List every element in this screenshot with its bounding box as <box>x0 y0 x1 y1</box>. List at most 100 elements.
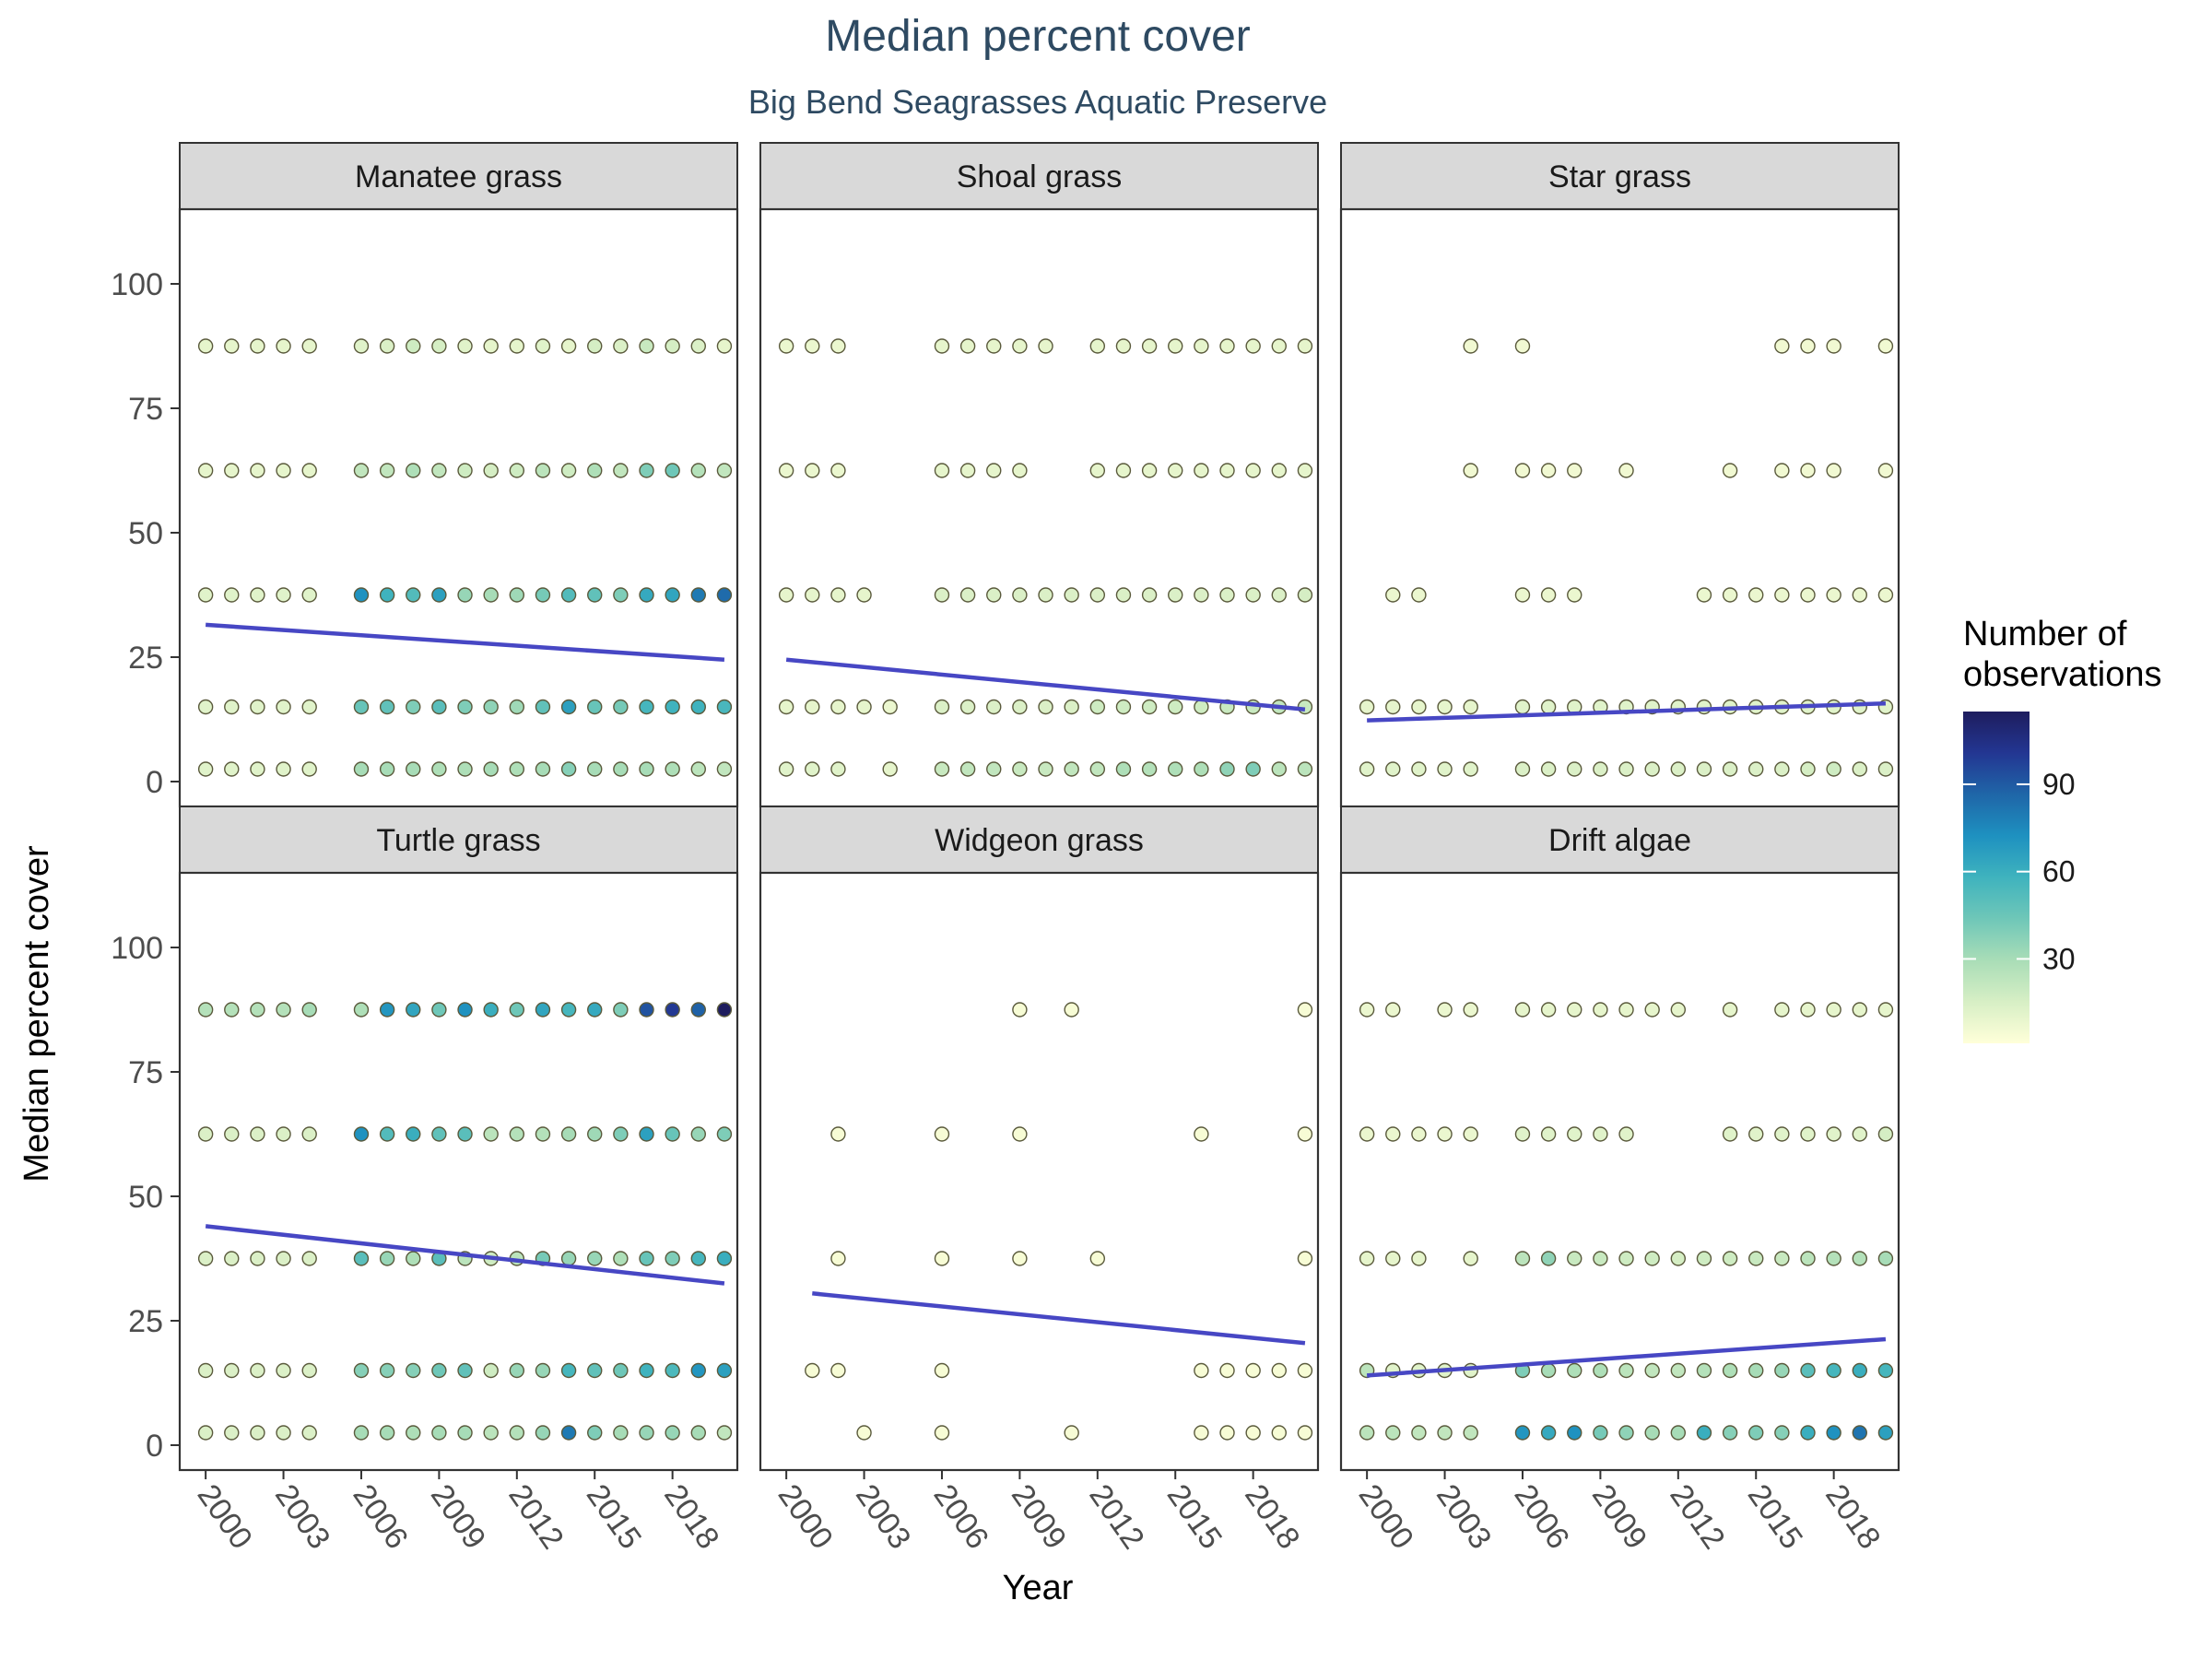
data-point <box>1012 587 1028 603</box>
y-tick-label: 0 <box>146 765 163 800</box>
data-point <box>509 587 525 603</box>
data-point <box>1722 1425 1738 1441</box>
data-point <box>353 1425 370 1441</box>
x-axis: 2000 2003 2006 2009 2012 2015 2018 <box>191 1470 726 1556</box>
data-point <box>986 463 1002 478</box>
data-point <box>934 1251 950 1266</box>
data-point <box>1748 761 1764 777</box>
data-point <box>986 699 1002 715</box>
x-axis-title: Year <box>1003 1569 1074 1607</box>
data-point <box>1644 1251 1660 1266</box>
data-point <box>1852 1002 1867 1018</box>
data-point <box>224 338 240 354</box>
data-point <box>1800 761 1816 777</box>
data-point <box>431 1362 447 1379</box>
data-point <box>1411 699 1427 715</box>
data-point <box>1064 587 1079 603</box>
data-point <box>830 463 846 478</box>
data-point <box>1089 1251 1106 1266</box>
data-point <box>301 1362 317 1379</box>
data-point <box>1038 699 1053 715</box>
y-axis-title: Median percent cover <box>18 845 56 1182</box>
data-point <box>587 1002 603 1018</box>
data-point <box>1774 761 1790 777</box>
data-point <box>665 1251 680 1266</box>
data-point <box>1593 1002 1608 1018</box>
data-point <box>690 463 706 478</box>
data-point <box>934 699 950 715</box>
data-point <box>639 1126 654 1142</box>
data-point <box>560 1425 577 1441</box>
data-point <box>224 761 240 777</box>
data-point <box>1670 761 1687 777</box>
data-point <box>353 1362 370 1379</box>
data-point <box>1748 1425 1764 1441</box>
data-point <box>613 1425 629 1441</box>
data-point <box>690 1425 706 1441</box>
data-point <box>1271 1425 1287 1441</box>
data-point <box>690 1002 706 1018</box>
data-point <box>1115 587 1132 603</box>
data-point <box>509 761 525 777</box>
y-tick-label: 100 <box>111 931 163 966</box>
trend-line <box>1366 1336 1887 1378</box>
data-point <box>587 463 603 478</box>
data-point <box>1219 338 1235 354</box>
data-point <box>716 761 733 777</box>
data-point <box>587 699 603 715</box>
data-point <box>830 587 846 603</box>
data-point <box>665 761 680 777</box>
data-point <box>716 338 733 354</box>
data-point <box>639 1362 654 1379</box>
facet-plot-area <box>180 873 737 1470</box>
data-point <box>224 1251 240 1266</box>
data-point <box>1245 587 1261 603</box>
data-point <box>197 1425 214 1441</box>
data-point <box>483 1362 499 1379</box>
data-point <box>665 699 680 715</box>
data-point <box>1463 699 1478 715</box>
legend-colorbar <box>1963 712 2030 1043</box>
data-point <box>1567 1362 1583 1379</box>
facet-strip <box>759 142 1319 210</box>
data-point <box>856 1425 872 1441</box>
x-axis: 2000 2003 2006 2009 2012 2015 2018 <box>771 1470 1307 1556</box>
data-point <box>1194 463 1209 478</box>
data-point <box>1670 1251 1687 1266</box>
data-point <box>830 1126 846 1142</box>
facet-panels: Manatee grass 0 25 50 75 100 Shoal grass Star g… <box>111 142 1900 1556</box>
x-tick-label: 2012 <box>501 1478 571 1556</box>
data-point <box>716 1251 733 1266</box>
data-point <box>1877 463 1894 478</box>
data-point <box>1463 1251 1478 1266</box>
data-point <box>690 1251 706 1266</box>
data-point <box>250 587 265 603</box>
data-point <box>224 463 240 478</box>
data-point <box>639 463 654 478</box>
data-point <box>1540 699 1557 715</box>
facet-strip-label: Star grass <box>1548 159 1691 194</box>
data-point <box>934 587 950 603</box>
facet-points <box>778 338 1313 777</box>
data-point <box>1696 761 1712 777</box>
data-point <box>1826 1126 1841 1142</box>
y-tick-label: 0 <box>146 1429 163 1464</box>
data-point <box>830 338 846 354</box>
data-point <box>613 463 629 478</box>
x-tick-label: 2000 <box>1352 1478 1421 1556</box>
data-point <box>301 587 317 603</box>
legend-ticks: 30 60 90 <box>1963 768 2076 975</box>
data-point <box>483 1425 499 1441</box>
data-point <box>639 761 654 777</box>
data-point <box>276 761 291 777</box>
data-point <box>1877 1362 1894 1379</box>
data-point <box>1567 1251 1583 1266</box>
data-point <box>934 338 950 354</box>
data-point <box>613 1126 629 1142</box>
data-point <box>1038 338 1053 354</box>
data-point <box>1012 338 1028 354</box>
data-point <box>1411 1126 1427 1142</box>
data-point <box>1194 699 1209 715</box>
x-tick-label: 2018 <box>1818 1478 1888 1556</box>
